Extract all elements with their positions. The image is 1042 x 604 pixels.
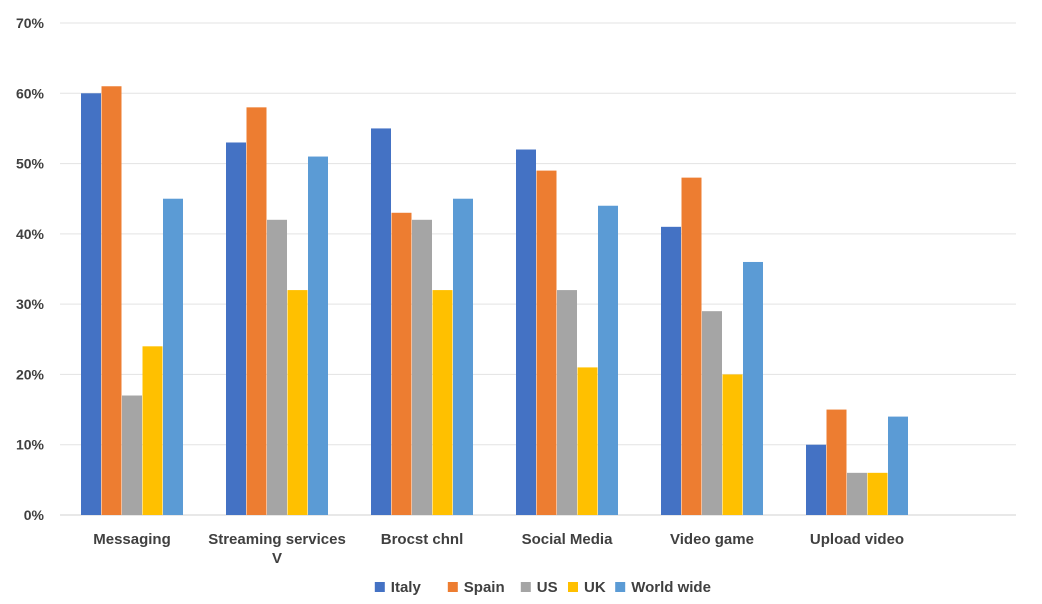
bar-italy — [226, 142, 246, 515]
y-tick-label: 60% — [16, 85, 45, 101]
y-tick-label: 10% — [16, 437, 45, 453]
bar-us — [267, 219, 287, 516]
bar-us — [847, 472, 867, 515]
bar-italy — [661, 226, 681, 516]
x-category-label: Brocst chnl — [381, 531, 464, 548]
legend-label: Spain — [464, 579, 505, 596]
bar-us — [122, 395, 142, 515]
legend-swatch — [374, 582, 385, 592]
legend-swatch — [615, 582, 626, 592]
legend-swatch — [520, 582, 531, 592]
bar-italy — [81, 93, 101, 516]
bars — [81, 86, 908, 516]
bar-uk — [142, 346, 163, 515]
y-tick-label: 70% — [16, 15, 45, 31]
bar-spain — [826, 409, 847, 515]
bar-spain — [246, 107, 267, 515]
bar-world-wide — [163, 198, 183, 515]
bar-spain — [681, 177, 702, 515]
legend-item-us: US — [520, 579, 558, 596]
bar-uk — [432, 290, 453, 515]
x-category-label: Streaming services V — [208, 531, 346, 567]
legend-swatch — [568, 582, 578, 592]
bar-spain — [391, 212, 412, 515]
legend-label: US — [537, 579, 558, 596]
legend-label: Italy — [391, 579, 422, 596]
y-tick-label: 20% — [16, 366, 45, 382]
legend-label: World wide — [631, 579, 711, 596]
legend-item-spain: Spain — [447, 579, 505, 596]
y-tick-label: 0% — [24, 507, 45, 523]
bar-world-wide — [308, 156, 328, 516]
x-category-label: Video game — [670, 531, 754, 548]
bar-us — [702, 311, 722, 515]
bar-us — [412, 219, 432, 516]
bar-spain — [536, 170, 557, 515]
y-axis-ticks: 0% 10% 20% 30% 40% 50% 60% 70% — [16, 15, 45, 523]
bar-uk — [722, 374, 743, 515]
bar-uk — [577, 367, 598, 515]
legend-item-world-wide: World wide — [615, 579, 711, 596]
x-axis-categories: Messaging Streaming services V Brocst chnl S… — [93, 531, 904, 567]
bar-world-wide — [453, 198, 473, 515]
bar-world-wide — [888, 416, 908, 515]
y-tick-label: 30% — [16, 296, 45, 312]
bar-world-wide — [743, 261, 763, 515]
legend: Italy Spain US UK World wide — [374, 579, 711, 596]
y-tick-label: 50% — [16, 156, 45, 172]
bar-us — [557, 290, 577, 515]
bar-uk — [867, 472, 888, 515]
bar-spain — [101, 86, 122, 515]
legend-swatch — [447, 582, 458, 592]
bar-world-wide — [598, 205, 618, 515]
bar-uk — [287, 290, 308, 515]
bar-italy — [516, 149, 536, 515]
x-category-label: Upload video — [810, 531, 904, 548]
legend-item-uk: UK — [568, 579, 606, 596]
x-category-label: Messaging — [93, 531, 171, 548]
bar-italy — [806, 444, 826, 515]
legend-label: UK — [584, 579, 606, 596]
x-category-label: Social Media — [522, 531, 614, 548]
y-tick-label: 40% — [16, 226, 45, 242]
legend-item-italy: Italy — [374, 579, 422, 596]
bar-italy — [371, 128, 391, 515]
